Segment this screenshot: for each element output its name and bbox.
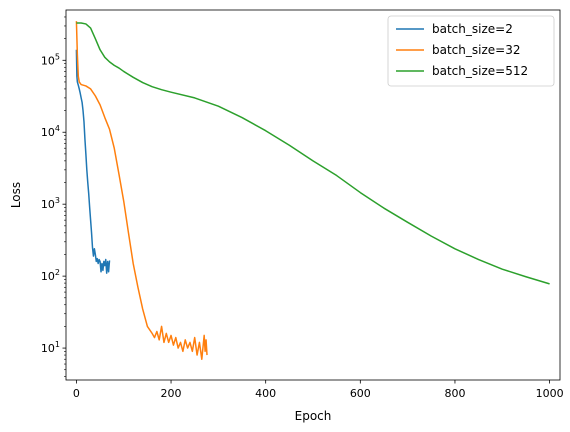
legend-box [387, 15, 555, 87]
x-tick-label: 0 [73, 387, 80, 400]
series-line-2 [76, 22, 550, 285]
y-tick-label: 105 [41, 52, 60, 67]
legend-entry-1: batch_size=32 [432, 43, 520, 57]
legend-entry-2: batch_size=512 [432, 64, 528, 78]
legend-entry-0: batch_size=2 [432, 22, 513, 36]
legend: batch_size=2 batch_size=32 batch_size=512 [387, 15, 555, 87]
x-axis-ticks: 0 200 400 600 800 1000 [73, 380, 564, 400]
axes-frame [65, 9, 561, 381]
y-axis-ticks: 101 102 103 104 105 [41, 16, 66, 378]
plot-area [65, 9, 561, 381]
x-tick-label: 1000 [536, 387, 564, 400]
x-axis-label: Epoch [295, 409, 332, 423]
y-tick-label: 102 [41, 268, 60, 283]
y-axis-label: Loss [9, 182, 23, 208]
x-tick-label: 600 [350, 387, 371, 400]
series-line-0 [75, 49, 111, 274]
series-line-1 [75, 21, 208, 360]
y-tick-label: 104 [41, 124, 60, 139]
x-tick-label: 200 [161, 387, 182, 400]
series-layer [75, 21, 550, 360]
x-tick-label: 400 [255, 387, 276, 400]
y-tick-label: 103 [41, 196, 60, 211]
y-tick-label: 101 [41, 340, 60, 355]
x-tick-label: 800 [444, 387, 465, 400]
